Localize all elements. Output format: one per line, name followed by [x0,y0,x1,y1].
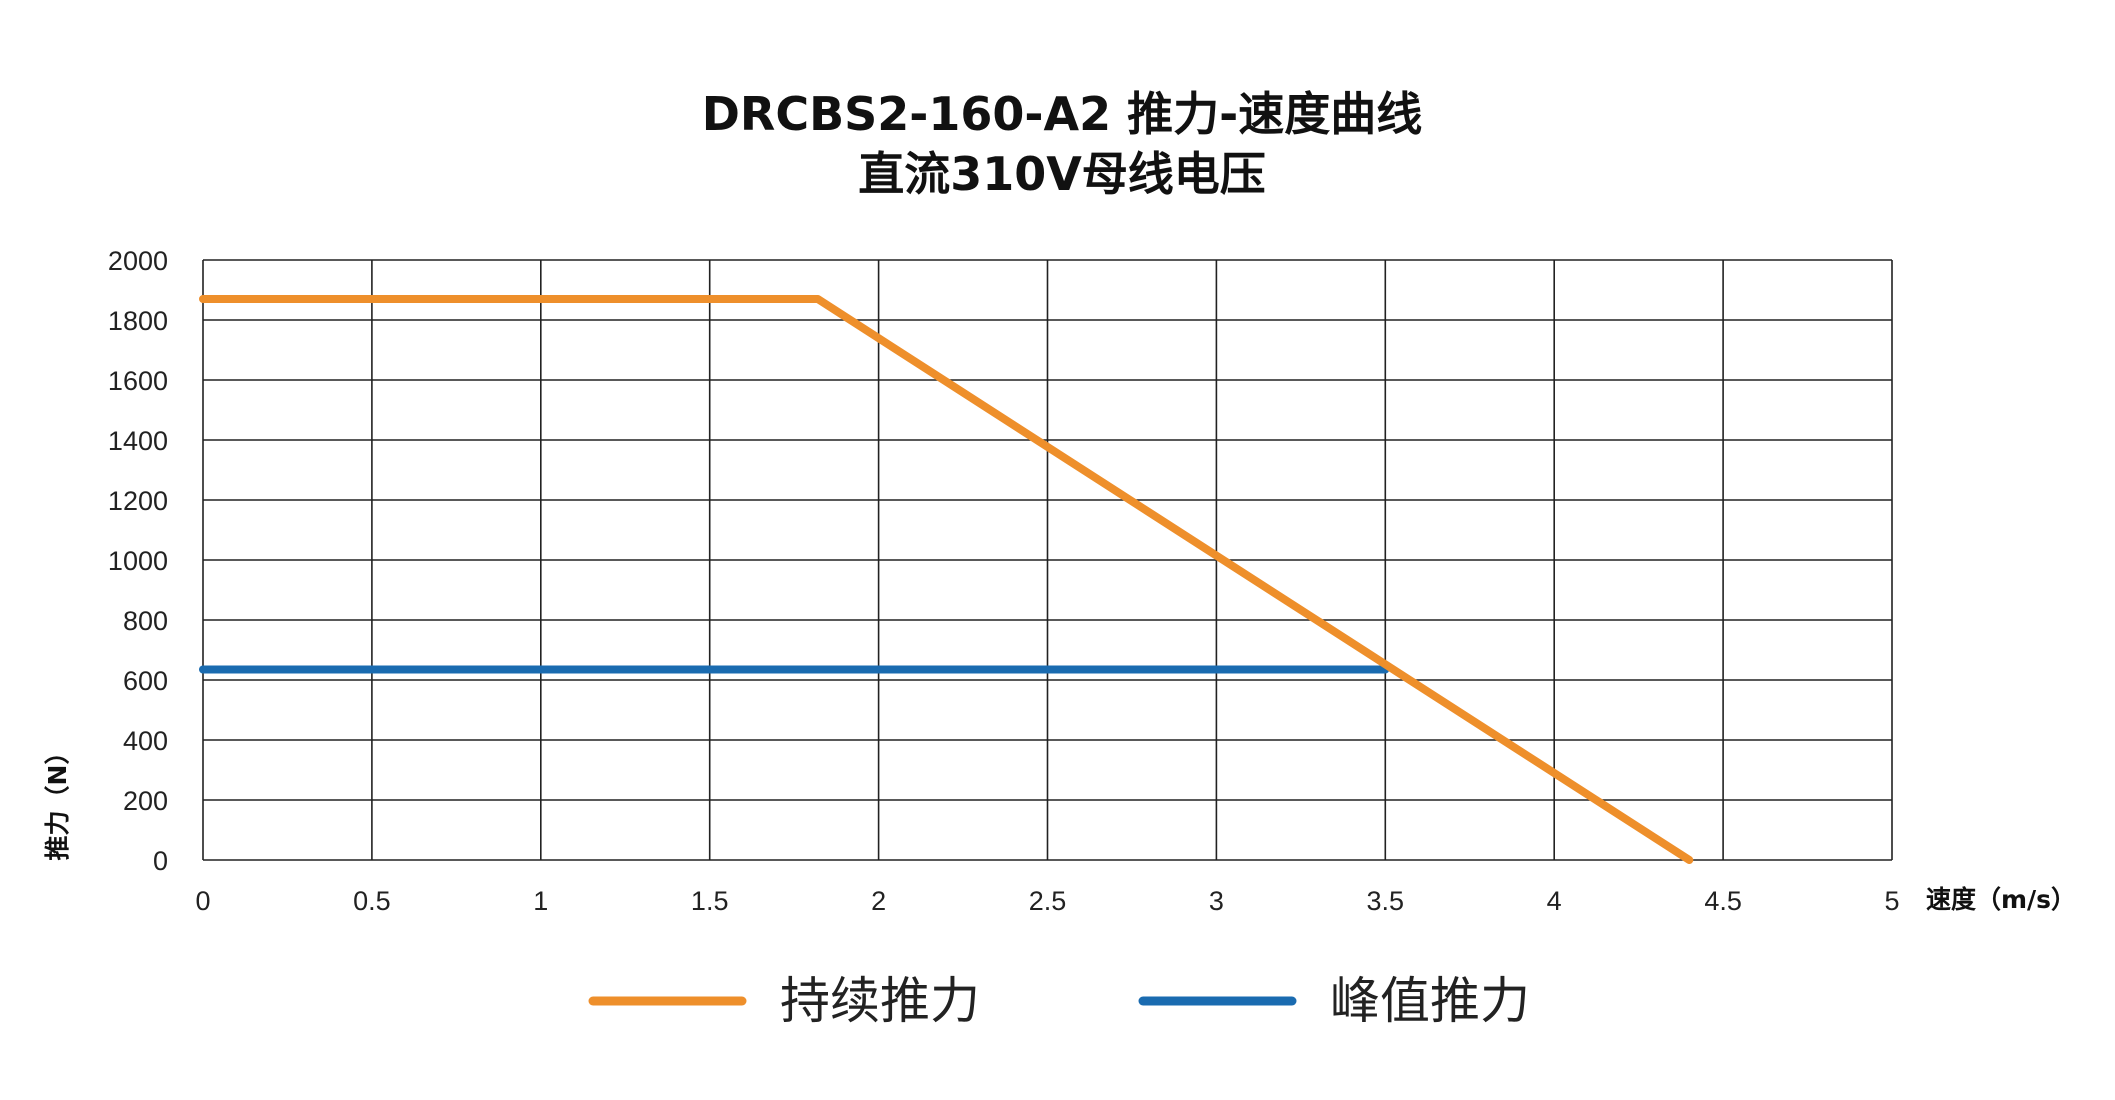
x-tick-label: 0.5 [353,886,391,916]
x-tick-label: 4.5 [1704,886,1742,916]
x-tick-labels: 0 0.5 1 1.5 2 2.5 3 3.5 4 4.5 5 [195,886,1899,916]
legend-label: 峰值推力 [1330,972,1530,1030]
x-tick-label: 3 [1209,886,1224,916]
series-lines [199,295,1694,864]
y-tick-label: 1000 [108,546,168,576]
x-tick-label: 2.5 [1029,886,1067,916]
series-line [199,295,1694,864]
grid [202,259,1893,861]
x-tick-label: 2 [871,886,886,916]
chart-title: DRCBS2-160-A2 推力-速度曲线 [702,87,1422,141]
x-tick-label: 4 [1547,886,1562,916]
y-tick-label: 200 [123,786,168,816]
y-tick-label: 1200 [108,486,168,516]
x-tick-label: 1.5 [691,886,729,916]
x-tick-label: 3.5 [1367,886,1405,916]
x-tick-label: 5 [1884,886,1899,916]
y-tick-label: 1400 [108,426,168,456]
legend: 持续推力 峰值推力 [588,972,1530,1030]
x-axis-label: 速度（m/s） [1926,885,2076,914]
x-tick-label: 1 [533,886,548,916]
y-tick-label: 0 [153,846,168,876]
y-tick-label: 1800 [108,306,168,336]
x-tick-label: 0 [195,886,210,916]
y-tick-label: 800 [123,606,168,636]
chart-subtitle: 直流310V母线电压 [858,147,1266,201]
y-tick-label: 600 [123,666,168,696]
y-tick-labels: 0 200 400 600 800 1000 1200 1400 1600 1800 2000 [108,246,168,876]
y-tick-label: 1600 [108,366,168,396]
y-tick-label: 400 [123,726,168,756]
y-tick-label: 2000 [108,246,168,276]
legend-label: 持续推力 [780,972,980,1030]
y-axis-label: 推力（N） [43,740,72,861]
